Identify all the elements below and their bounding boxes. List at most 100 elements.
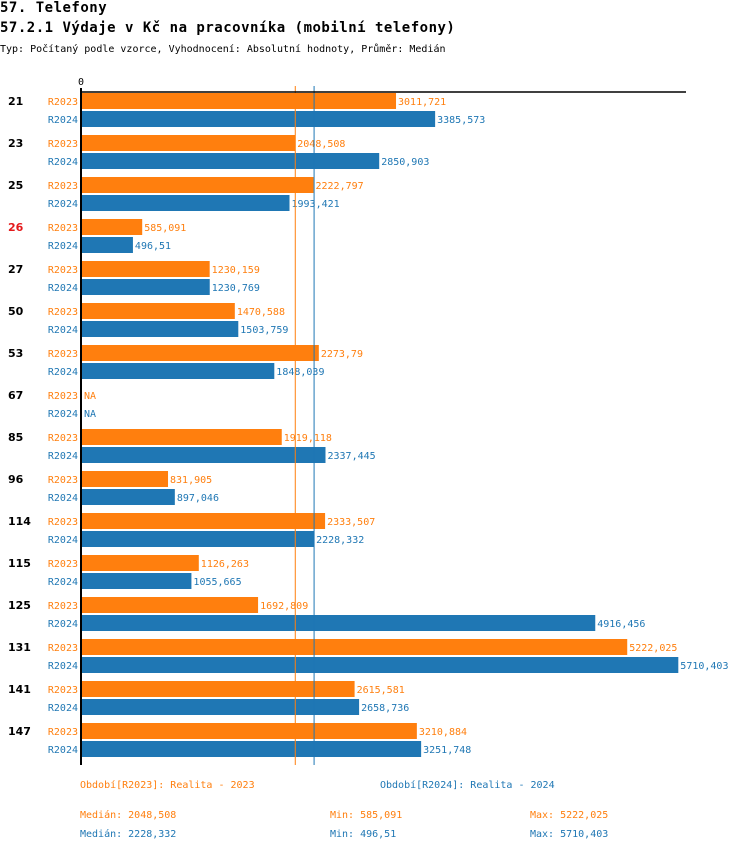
data-label: 3385,573 <box>437 115 485 126</box>
series-label: R2023 <box>48 433 78 444</box>
bar-r2023 <box>81 555 199 571</box>
bar-r2024 <box>81 615 596 631</box>
stat-min-r2023: Min: 585,091 <box>330 810 403 821</box>
data-label: 1230,159 <box>212 265 260 276</box>
bar-r2023 <box>81 345 319 361</box>
series-label: R2024 <box>48 199 78 210</box>
series-label: R2024 <box>48 661 78 672</box>
page-title: 57. Telefony <box>0 0 108 16</box>
data-label: 1692,809 <box>260 601 308 612</box>
bar-r2023 <box>81 681 355 697</box>
series-label: R2024 <box>48 241 78 252</box>
category-label: 114 <box>8 515 31 528</box>
series-label: R2023 <box>48 601 78 612</box>
bar-r2023 <box>81 135 296 151</box>
data-label: 2615,581 <box>357 685 405 696</box>
data-label-na: NA <box>84 409 96 420</box>
series-label: R2023 <box>48 559 78 570</box>
data-label: 2273,79 <box>321 349 363 360</box>
series-label: R2024 <box>48 451 78 462</box>
category-label: 115 <box>8 557 31 570</box>
bar-r2023 <box>81 177 314 193</box>
series-label: R2023 <box>48 391 78 402</box>
data-label: 2048,508 <box>297 139 345 150</box>
stat-median-r2024: Medián: 2228,332 <box>80 829 177 840</box>
bar-r2024 <box>81 153 380 169</box>
series-label: R2023 <box>48 223 78 234</box>
bar-r2023 <box>81 639 628 655</box>
bar-r2023 <box>81 513 326 529</box>
data-label: 2658,736 <box>361 703 409 714</box>
series-label: R2024 <box>48 535 78 546</box>
series-label: R2024 <box>48 367 78 378</box>
bar-r2024 <box>81 321 239 337</box>
bar-r2024 <box>81 741 422 757</box>
series-label: R2024 <box>48 493 78 504</box>
category-label: 67 <box>8 389 23 402</box>
stat-max-r2023: Max: 5222,025 <box>530 810 609 821</box>
bar-r2024 <box>81 573 192 589</box>
series-label: R2024 <box>48 577 78 588</box>
data-label: 1230,769 <box>212 283 260 294</box>
category-label: 147 <box>8 725 31 738</box>
category-label: 96 <box>8 473 24 486</box>
bar-r2024 <box>81 657 679 673</box>
data-label: 1503,759 <box>240 325 288 336</box>
bar-r2024 <box>81 531 315 547</box>
x-tick-label: 0 <box>78 77 84 88</box>
stat-max-r2024: Max: 5710,403 <box>530 829 609 840</box>
category-label: 131 <box>8 641 31 654</box>
data-label: 5222,025 <box>629 643 677 654</box>
data-label: 1470,588 <box>237 307 285 318</box>
series-label: R2024 <box>48 703 78 714</box>
bar-r2023 <box>81 429 282 445</box>
bar-r2024 <box>81 447 326 463</box>
category-label: 27 <box>8 263 23 276</box>
data-label: 2850,903 <box>381 157 429 168</box>
series-label: R2023 <box>48 349 78 360</box>
category-label: 141 <box>8 683 31 696</box>
series-label: R2023 <box>48 97 78 108</box>
data-label: 1848,039 <box>276 367 324 378</box>
series-label: R2023 <box>48 307 78 318</box>
data-label: 2222,797 <box>316 181 364 192</box>
data-label: 3210,884 <box>419 727 467 738</box>
series-label: R2023 <box>48 517 78 528</box>
bar-r2024 <box>81 111 436 127</box>
bar-r2024 <box>81 237 133 253</box>
series-label: R2023 <box>48 727 78 738</box>
series-label: R2023 <box>48 265 78 276</box>
data-label: 5710,403 <box>680 661 728 672</box>
series-label: R2024 <box>48 619 78 630</box>
bar-r2024 <box>81 279 210 295</box>
data-label: 3011,721 <box>398 97 446 108</box>
data-label: 2228,332 <box>316 535 364 546</box>
bar-r2024 <box>81 195 290 211</box>
chart-subtitle: Typ: Počítaný podle vzorce, Vyhodnocení:… <box>0 44 446 55</box>
data-label: 3251,748 <box>423 745 471 756</box>
bar-r2024 <box>81 699 360 715</box>
series-label: R2024 <box>48 157 78 168</box>
data-label: 1919,118 <box>284 433 332 444</box>
bar-r2024 <box>81 489 175 505</box>
data-label: 1993,421 <box>292 199 340 210</box>
data-label: 585,091 <box>144 223 186 234</box>
data-label: 2337,445 <box>327 451 375 462</box>
bar-r2023 <box>81 93 397 109</box>
series-label: R2023 <box>48 181 78 192</box>
data-label: 496,51 <box>135 241 171 252</box>
series-label: R2024 <box>48 409 78 420</box>
bar-r2023 <box>81 219 143 235</box>
category-label: 25 <box>8 179 23 192</box>
category-label: 125 <box>8 599 31 612</box>
legend-r2023: Období[R2023]: Realita - 2023 <box>80 780 255 791</box>
series-label: R2023 <box>48 643 78 654</box>
bar-r2023 <box>81 597 259 613</box>
series-label: R2023 <box>48 139 78 150</box>
bar-r2023 <box>81 261 210 277</box>
category-label: 26 <box>8 221 24 234</box>
stat-min-r2024: Min: 496,51 <box>330 829 397 840</box>
category-label: 21 <box>8 95 23 108</box>
data-label-na: NA <box>84 391 96 402</box>
